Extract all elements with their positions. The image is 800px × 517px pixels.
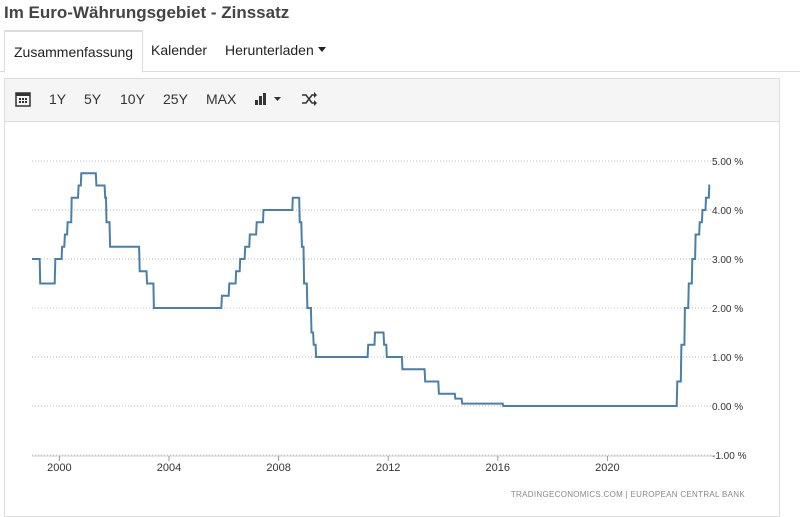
compare-icon[interactable]: [302, 92, 318, 106]
chart-type-icon[interactable]: [255, 92, 285, 106]
y-tick-label: 1.00 %: [712, 353, 743, 364]
range-button[interactable]: 25Y: [163, 91, 188, 107]
range-button[interactable]: MAX: [206, 91, 237, 107]
y-tick-label: -1.00 %: [712, 451, 747, 462]
range-button[interactable]: 5Y: [84, 91, 102, 107]
tab[interactable]: Zusammenfassung: [4, 30, 144, 73]
page-title: Im Euro-Währungsgebiet - Zinssatz: [4, 3, 290, 22]
y-tick-label: 4.00 %: [712, 206, 743, 217]
x-tick-label: 2004: [157, 462, 181, 474]
dropdown-caret: [318, 47, 326, 52]
tab-bar: Zusammenfassung Kalender Herunterladen: [0, 30, 800, 73]
y-tick-label: 5.00 %: [712, 157, 743, 168]
tab[interactable]: Herunterladen: [225, 42, 314, 58]
x-tick-label: 2000: [47, 462, 71, 474]
x-tick-label: 2008: [266, 462, 290, 474]
calendar-icon[interactable]: [15, 91, 31, 107]
y-tick-label: 3.00 %: [712, 255, 743, 266]
source-note: TRADINGECONOMICS.COM | EUROPEAN CENTRAL …: [511, 490, 745, 499]
y-tick-label: 0.00 %: [712, 402, 743, 413]
x-tick-label: 2020: [595, 462, 619, 474]
x-tick-label: 2016: [486, 462, 510, 474]
range-button[interactable]: 10Y: [120, 91, 145, 107]
data-line: [32, 172, 711, 407]
y-tick-label: 2.00 %: [712, 304, 743, 315]
range-button[interactable]: 1Y: [49, 91, 67, 107]
toolbar: 1Y 5Y 10Y 25Y MAX: [4, 78, 780, 122]
tab[interactable]: Kalender: [151, 42, 208, 58]
x-tick-label: 2012: [376, 462, 400, 474]
